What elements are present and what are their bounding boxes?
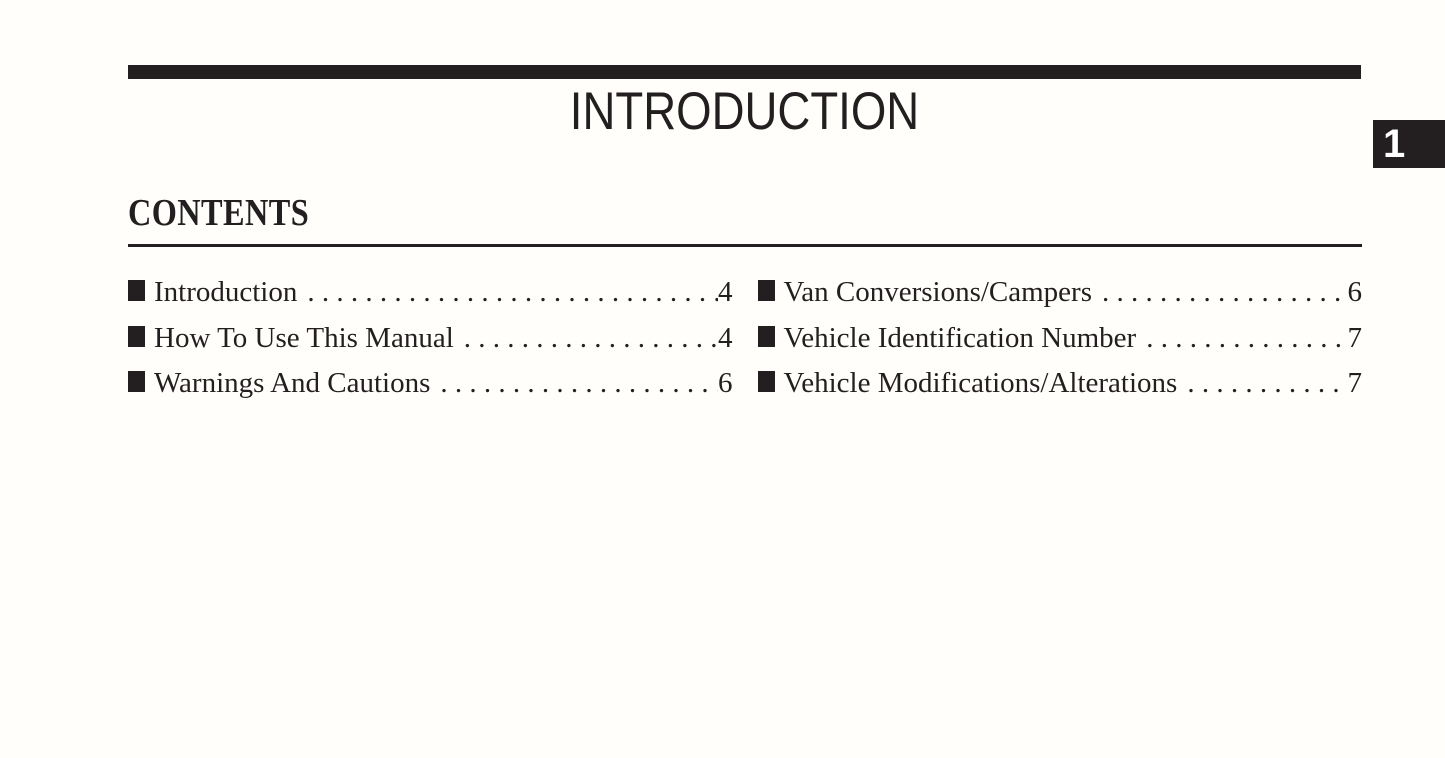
dot-leader	[1177, 361, 1347, 407]
toc-column-right: Van Conversions/Campers 6 Vehicle Identi…	[757, 270, 1363, 407]
dot-leader	[1092, 270, 1348, 316]
toc-entry-label: Introduction	[154, 276, 298, 308]
toc-entry-label: How To Use This Manual	[154, 321, 454, 354]
toc-entry: Vehicle Modifications/Alterations 7	[757, 361, 1363, 407]
toc-entry: Van Conversions/Campers 6	[757, 270, 1363, 316]
section-thumb-tab: 1	[1373, 120, 1445, 168]
toc-entry: Vehicle Identification Number 7	[757, 316, 1363, 362]
toc-column-left: Introduction 4 How To Use This Manual 4 …	[128, 270, 733, 407]
toc-entry-label: Vehicle Modifications/Alterations	[783, 367, 1178, 399]
square-bullet-icon	[757, 325, 775, 347]
toc-entry-page: 6	[1347, 276, 1363, 308]
toc-entry-page: 7	[1347, 321, 1363, 354]
dot-leader	[297, 270, 718, 316]
toc-entry: How To Use This Manual 4	[128, 316, 733, 362]
toc-entry-page: 4	[718, 321, 733, 354]
square-bullet-icon	[757, 371, 775, 392]
contents-heading: CONTENTS	[128, 192, 310, 234]
toc-entry-page: 7	[1347, 367, 1363, 399]
header-bar	[128, 65, 1361, 79]
square-bullet-icon	[128, 280, 145, 301]
toc-entry-label: Vehicle Identification Number	[783, 321, 1137, 354]
toc-entry: Introduction 4	[128, 270, 733, 316]
square-bullet-icon	[128, 371, 145, 392]
toc-entry-label: Warnings And Cautions	[154, 367, 431, 399]
contents-rule	[128, 244, 1362, 247]
toc-entry: Warnings And Cautions 6	[128, 361, 733, 407]
toc-entry-label: Van Conversions/Campers	[783, 276, 1093, 308]
table-of-contents: Introduction 4 How To Use This Manual 4 …	[128, 270, 1362, 407]
dot-leader	[454, 316, 718, 362]
page-title: INTRODUCTION	[569, 82, 920, 141]
section-tab-number: 1	[1383, 122, 1406, 166]
toc-entry-page: 6	[718, 367, 733, 399]
square-bullet-icon	[128, 325, 145, 347]
square-bullet-icon	[757, 280, 775, 301]
dot-leader	[430, 361, 718, 407]
toc-entry-page: 4	[718, 276, 733, 308]
dot-leader	[1136, 316, 1347, 362]
